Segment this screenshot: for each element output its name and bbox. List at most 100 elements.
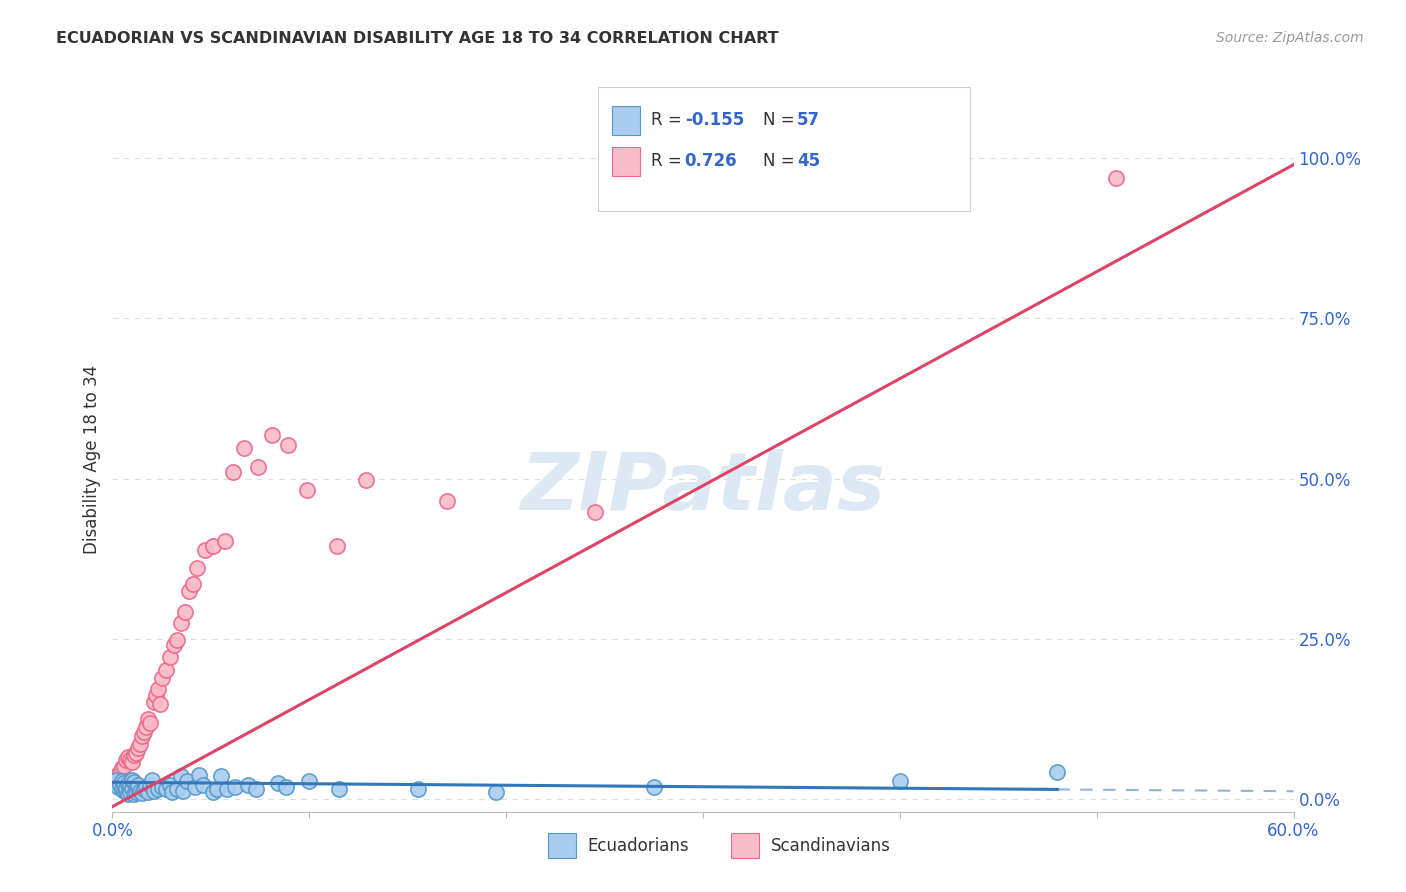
Point (146, 681, 169, 696)
Point (142, 783, 165, 797)
Point (889, 774, 911, 789)
Text: Scandinavians: Scandinavians (770, 837, 890, 855)
Point (127, 740, 149, 755)
Text: N =: N = (763, 153, 800, 170)
Point (136, 785, 159, 799)
Point (194, 543, 217, 558)
Text: R =: R = (651, 112, 688, 129)
Text: Ecuadorians: Ecuadorians (588, 837, 689, 855)
Point (406, 781, 429, 796)
Point (132, 782, 155, 797)
Point (131, 786, 153, 800)
Point (170, 615, 193, 630)
Point (166, 633, 188, 648)
Point (179, 583, 201, 598)
Point (297, 483, 319, 497)
Point (112, 776, 135, 790)
Point (135, 780, 157, 795)
Point (120, 779, 142, 793)
Point (224, 780, 246, 795)
Point (125, 785, 148, 799)
Point (131, 729, 153, 743)
Point (186, 561, 208, 575)
Point (105, 772, 128, 787)
Point (174, 605, 197, 619)
Text: R =: R = (651, 153, 688, 170)
Point (110, 764, 132, 779)
Point (159, 778, 181, 792)
Point (1046, 764, 1069, 779)
Point (122, 774, 145, 789)
Text: ZIPatlas: ZIPatlas (520, 449, 886, 526)
Point (326, 539, 349, 553)
Point (176, 774, 198, 789)
Point (136, 712, 159, 726)
Point (188, 767, 211, 781)
Point (111, 761, 134, 775)
Point (132, 724, 155, 739)
Point (112, 758, 135, 772)
Point (155, 663, 177, 677)
Text: ECUADORIAN VS SCANDINAVIAN DISABILITY AGE 18 TO 34 CORRELATION CHART: ECUADORIAN VS SCANDINAVIAN DISABILITY AG… (56, 31, 779, 46)
Point (115, 780, 138, 795)
Point (159, 649, 181, 664)
Point (141, 772, 163, 787)
Point (209, 769, 232, 784)
Point (139, 778, 162, 792)
Point (149, 697, 172, 711)
Point (1105, 170, 1128, 185)
Point (111, 782, 134, 797)
Point (121, 755, 143, 769)
Point (110, 778, 132, 792)
Point (583, 505, 606, 519)
Point (129, 783, 152, 797)
Point (221, 465, 243, 479)
Y-axis label: Disability Age 18 to 34: Disability Age 18 to 34 (83, 365, 101, 554)
Point (115, 754, 138, 768)
Point (105, 769, 128, 784)
Point (245, 782, 267, 797)
Point (233, 441, 256, 455)
Point (125, 780, 148, 795)
Point (125, 746, 148, 760)
Point (111, 774, 134, 789)
Point (127, 778, 149, 792)
Text: 45: 45 (797, 153, 820, 170)
Point (145, 688, 167, 702)
Point (201, 785, 224, 799)
Point (184, 780, 207, 795)
Point (160, 785, 183, 799)
Point (181, 577, 204, 591)
Text: Source: ZipAtlas.com: Source: ZipAtlas.com (1216, 31, 1364, 45)
Point (166, 781, 188, 796)
Point (274, 780, 297, 795)
Point (117, 776, 139, 790)
Point (436, 494, 458, 508)
Point (122, 787, 145, 801)
Point (172, 783, 194, 797)
Point (201, 539, 224, 553)
Point (117, 787, 139, 801)
Point (643, 780, 665, 795)
Point (139, 716, 162, 731)
Point (356, 473, 378, 487)
Text: 57: 57 (797, 112, 820, 129)
Point (170, 769, 193, 784)
Point (120, 785, 142, 799)
Point (328, 782, 350, 797)
Text: 0.726: 0.726 (685, 153, 737, 170)
Point (135, 720, 157, 734)
Point (129, 738, 152, 752)
Point (215, 781, 238, 796)
Point (112, 784, 135, 798)
Point (267, 776, 290, 790)
Point (127, 781, 149, 796)
Point (277, 438, 299, 452)
Point (121, 772, 143, 787)
Point (150, 672, 173, 686)
Point (247, 460, 270, 475)
Point (142, 694, 165, 708)
Point (155, 782, 177, 797)
Text: N =: N = (763, 112, 800, 129)
Point (214, 534, 236, 549)
